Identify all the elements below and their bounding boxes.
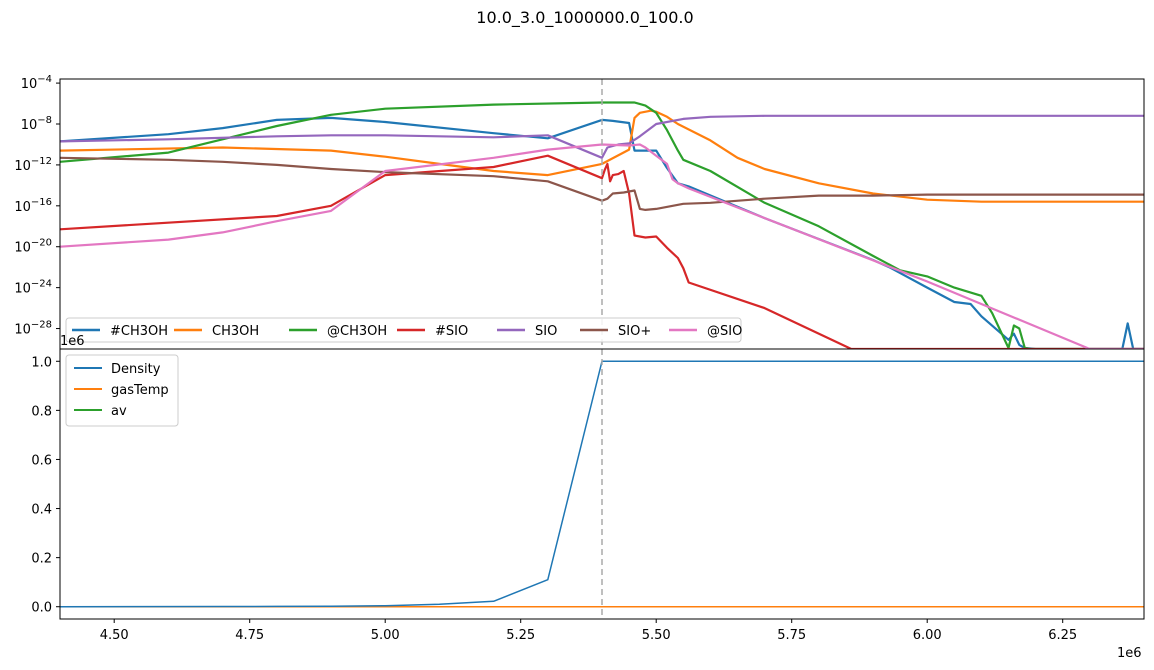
top-y-tick-label: 10−8 <box>21 115 52 133</box>
bottom-y-tick-label: 0.6 <box>31 453 52 468</box>
x-tick-label: 4.50 <box>100 628 129 643</box>
bottom-series-group <box>60 360 1144 608</box>
top-y-tick-label: 10−16 <box>14 197 52 215</box>
legend-label-ch3oh: CH3OH <box>212 324 259 339</box>
top-y-tick-label: 10−4 <box>21 74 52 92</box>
legend-label-sio: SIO <box>535 324 557 339</box>
bottom-axes-frame <box>59 348 1145 620</box>
y-offset-text: 1e6 <box>60 334 85 349</box>
x-tick-label: 4.75 <box>235 628 264 643</box>
x-tick-label: 6.25 <box>1048 628 1077 643</box>
series-line-at-ch3oh <box>60 101 1144 349</box>
legend-label-at-ch3oh: @CH3OH <box>327 324 387 339</box>
top-y-tick-label: 10−20 <box>14 238 52 256</box>
legend-label-av: av <box>111 404 127 419</box>
legend-label-sio-plus: SIO+ <box>618 324 651 339</box>
top-legend: #CH3OH CH3OH @CH3OH #SIO SIO SIO+ @SIO <box>65 317 742 343</box>
bottom-y-axis-ticks: 0.0 0.2 0.4 0.6 0.8 1.0 <box>31 355 60 616</box>
x-offset-text: 1e6 <box>1117 646 1142 661</box>
top-y-tick-label: 10−24 <box>14 279 52 297</box>
series-line-sio <box>60 114 1144 159</box>
top-y-tick-label: 10−12 <box>14 156 52 174</box>
legend-label-hash-ch3oh: #CH3OH <box>110 324 168 339</box>
legend-label-gastemp: gasTemp <box>111 383 169 398</box>
series-line-at-sio <box>60 143 1144 349</box>
bottom-y-tick-label: 0.4 <box>31 503 52 518</box>
bottom-y-tick-label: 0.8 <box>31 404 52 419</box>
bottom-legend: Density gasTemp av <box>65 354 179 427</box>
x-tick-label: 5.25 <box>506 628 535 643</box>
top-y-tick-label: 10−28 <box>14 320 52 338</box>
legend-label-density: Density <box>111 362 161 377</box>
x-tick-label: 5.00 <box>371 628 400 643</box>
x-tick-label: 5.75 <box>777 628 806 643</box>
bottom-y-tick-label: 0.2 <box>31 552 52 567</box>
bottom-x-axis-ticks: 4.50 4.75 5.00 5.25 5.50 5.75 6.00 6.25 <box>100 619 1077 643</box>
bottom-panel: 0.0 0.2 0.4 0.6 0.8 1.0 4.50 4.75 5.00 5.25 5.50 5… <box>31 334 1145 661</box>
bottom-y-tick-label: 0.0 <box>31 601 52 616</box>
top-y-axis-ticks: 10−4 10−8 10−12 10−16 10−20 10−24 10−28 <box>14 74 60 338</box>
figure-title: 10.0_3.0_1000000.0_100.0 <box>476 8 693 28</box>
series-line-density <box>60 360 1144 608</box>
series-line-sio-plus <box>60 156 1144 211</box>
top-panel: 10−4 10−8 10−12 10−16 10−20 10−24 10−28 #CH3OH… <box>14 74 1145 350</box>
x-tick-label: 5.50 <box>642 628 671 643</box>
bottom-legend-box <box>65 354 179 427</box>
x-tick-label: 6.00 <box>913 628 942 643</box>
legend-label-at-sio: @SIO <box>707 324 742 339</box>
top-series-group <box>60 101 1144 349</box>
series-line-hash-sio <box>60 154 1144 349</box>
legend-label-hash-sio: #SIO <box>435 324 468 339</box>
bottom-y-tick-label: 1.0 <box>31 355 52 370</box>
